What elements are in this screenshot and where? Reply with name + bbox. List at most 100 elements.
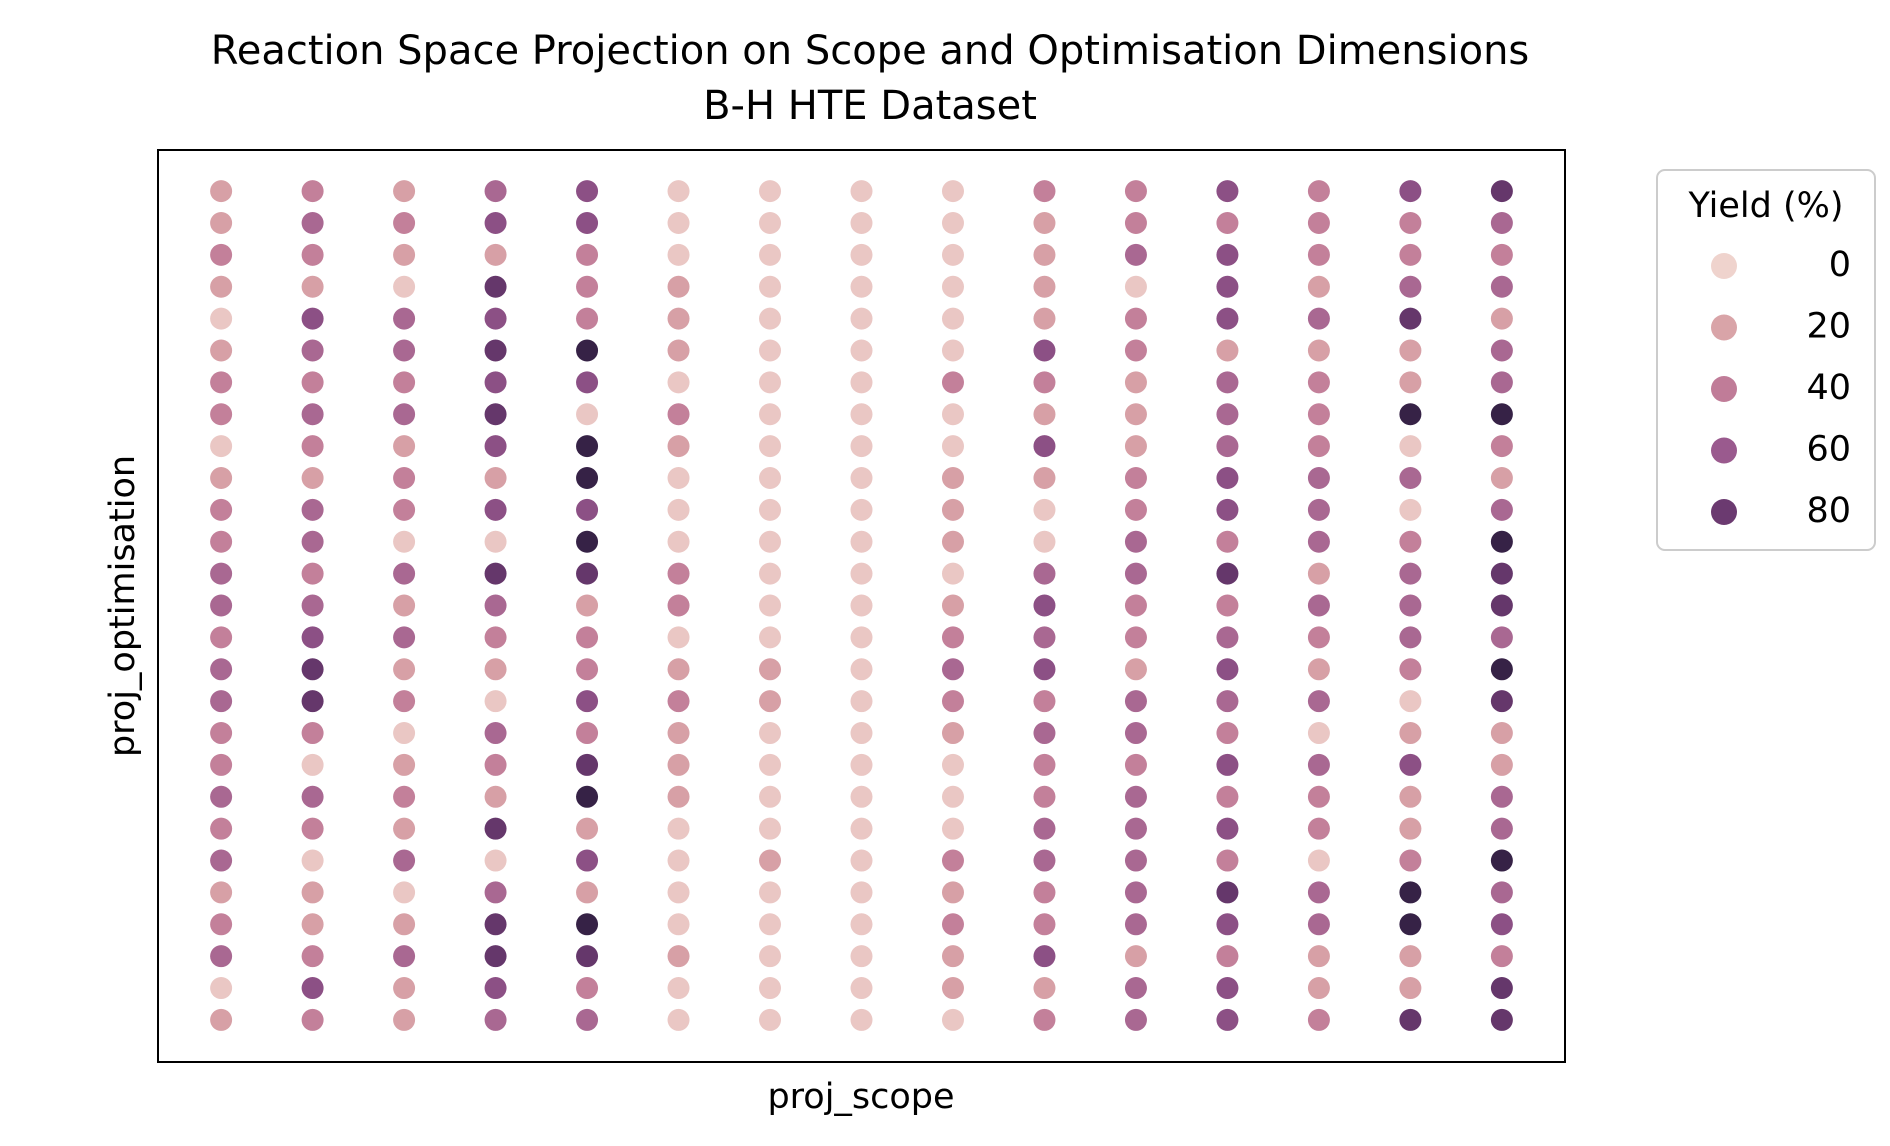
point (210, 403, 233, 426)
point (850, 817, 873, 840)
point (941, 945, 964, 968)
point (667, 530, 690, 553)
point (484, 594, 507, 617)
point (210, 467, 233, 490)
point (1490, 722, 1513, 745)
point (759, 339, 782, 362)
point (941, 722, 964, 745)
point (1490, 275, 1513, 298)
point (1307, 785, 1330, 808)
point (1307, 658, 1330, 681)
point (850, 658, 873, 681)
point (1307, 945, 1330, 968)
point (1307, 977, 1330, 1000)
point (301, 243, 324, 266)
point (484, 658, 507, 681)
point (576, 913, 599, 936)
point (1399, 913, 1422, 936)
point (1490, 211, 1513, 234)
point (759, 753, 782, 776)
point (1033, 913, 1056, 936)
point (1307, 243, 1330, 266)
point (1033, 881, 1056, 904)
point (1490, 849, 1513, 872)
point (759, 371, 782, 394)
point (759, 658, 782, 681)
point (941, 498, 964, 521)
point (1033, 658, 1056, 681)
point (1490, 371, 1513, 394)
point (850, 945, 873, 968)
point (210, 753, 233, 776)
point (1216, 690, 1239, 713)
point (393, 211, 416, 234)
point (576, 211, 599, 234)
point (759, 275, 782, 298)
point (941, 913, 964, 936)
point (667, 467, 690, 490)
point (301, 626, 324, 649)
point (1124, 977, 1147, 1000)
point (1033, 530, 1056, 553)
point (484, 562, 507, 585)
point (1033, 339, 1056, 362)
point (850, 467, 873, 490)
point (1033, 817, 1056, 840)
point (301, 435, 324, 458)
point (941, 753, 964, 776)
point (484, 945, 507, 968)
legend-label: 0 (1829, 245, 1851, 285)
point (941, 785, 964, 808)
point (301, 1008, 324, 1031)
point (210, 913, 233, 936)
legend-marker (1711, 376, 1737, 402)
point (667, 243, 690, 266)
point (667, 403, 690, 426)
point (393, 722, 416, 745)
point (1033, 690, 1056, 713)
point (1307, 690, 1330, 713)
point (667, 498, 690, 521)
point (484, 467, 507, 490)
point (1033, 403, 1056, 426)
point (393, 881, 416, 904)
legend-marker (1711, 437, 1737, 464)
point (210, 722, 233, 745)
point (1399, 211, 1422, 234)
point (576, 339, 599, 362)
point (484, 785, 507, 808)
point (1033, 371, 1056, 394)
point (210, 275, 233, 298)
point (1124, 243, 1147, 266)
point (484, 371, 507, 394)
point (1490, 530, 1513, 553)
point (1033, 562, 1056, 585)
point (667, 562, 690, 585)
point (393, 658, 416, 681)
point (1307, 562, 1330, 585)
point (393, 849, 416, 872)
point (1216, 753, 1239, 776)
point (941, 817, 964, 840)
point (850, 1008, 873, 1031)
point (759, 881, 782, 904)
point (1307, 1008, 1330, 1031)
point (484, 722, 507, 745)
point (1399, 658, 1422, 681)
point (1490, 467, 1513, 490)
point (1124, 626, 1147, 649)
point (759, 467, 782, 490)
point (301, 307, 324, 330)
point (1124, 658, 1147, 681)
point (484, 690, 507, 713)
point (759, 307, 782, 330)
point (1307, 849, 1330, 872)
point (850, 785, 873, 808)
point (484, 530, 507, 553)
point (1124, 849, 1147, 872)
point (576, 1008, 599, 1031)
point (759, 913, 782, 936)
point (667, 211, 690, 234)
point (484, 977, 507, 1000)
point (210, 435, 233, 458)
